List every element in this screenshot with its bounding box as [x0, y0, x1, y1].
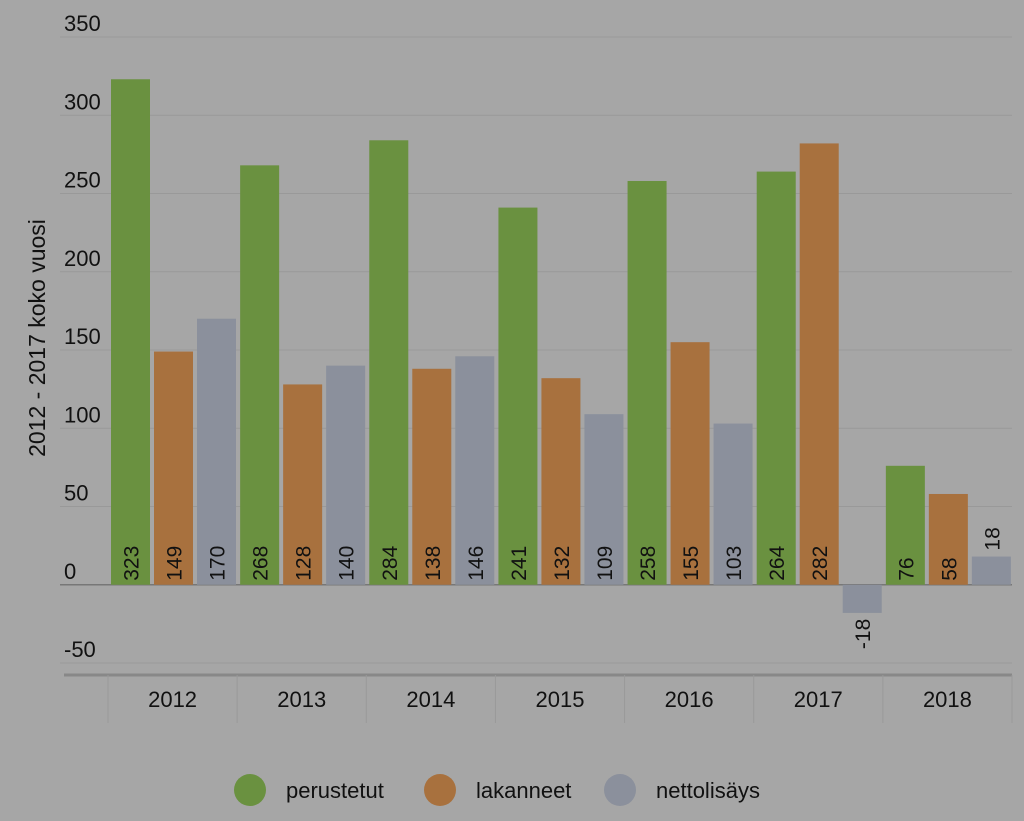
bar-perustetut-2015: [498, 207, 538, 585]
legend-swatch: [604, 774, 636, 806]
y-tick-label: 200: [64, 246, 101, 271]
y-tick-label: 300: [64, 89, 101, 114]
data-label: 76: [895, 557, 918, 580]
bar-perustetut-2014: [369, 140, 409, 585]
data-label: 109: [594, 546, 617, 581]
x-tick-label: 2013: [277, 687, 326, 712]
data-label: 258: [637, 546, 660, 581]
data-label: 241: [508, 546, 531, 581]
x-tick-label: 2016: [665, 687, 714, 712]
y-axis-ticks: 350 300 250 200 150 100 50 0 -50: [64, 11, 101, 662]
legend: perustetut lakanneet nettolisäys: [234, 774, 760, 806]
x-tick-label: 2014: [406, 687, 455, 712]
y-tick-label: 250: [64, 168, 101, 193]
bar-lakanneet-2017: [799, 143, 839, 585]
bar-lakanneet-2014: [412, 368, 452, 585]
y-tick-label: 350: [64, 11, 101, 36]
bar-nettolisäys-2017: [842, 584, 882, 613]
bar-nettolisäys-2013: [326, 365, 366, 585]
data-label: 138: [422, 546, 445, 581]
data-label: 264: [766, 545, 789, 580]
y-tick-label: 100: [64, 402, 101, 427]
bar-perustetut-2017: [756, 171, 796, 585]
data-label: 18: [981, 527, 1004, 550]
legend-item-lakanneet: lakanneet: [424, 774, 571, 806]
data-label: 128: [293, 546, 316, 581]
bar-lakanneet-2013: [283, 384, 323, 585]
data-label: 132: [551, 546, 574, 581]
data-labels: 323 149 170 268 128 140 284 138 146 241 132 109 258 1…: [121, 527, 1005, 649]
legend-label: perustetut: [286, 778, 384, 803]
data-label: 323: [121, 546, 144, 581]
x-tick-label: 2015: [536, 687, 585, 712]
bar-lakanneet-2012: [154, 351, 193, 585]
legend-item-perustetut: perustetut: [234, 774, 384, 806]
bar-lakanneet-2015: [541, 378, 581, 585]
bar-nettolisäys-2018: [971, 556, 1011, 585]
data-label: 155: [680, 546, 703, 581]
data-label: 149: [164, 546, 187, 581]
bars: [111, 79, 1011, 613]
bar-perustetut-2012: [111, 79, 150, 585]
bar-nettolisäys-2015: [584, 414, 624, 585]
legend-label: nettolisäys: [656, 778, 760, 803]
legend-item-nettolisäys: nettolisäys: [604, 774, 760, 806]
x-axis: 2012 2013 2014 2015 2016 2017 2018: [64, 673, 1013, 723]
bar-lakanneet-2016: [670, 342, 710, 585]
data-label: 58: [938, 557, 961, 580]
x-tick-label: 2018: [923, 687, 972, 712]
bar-perustetut-2013: [240, 165, 280, 585]
y-axis-title: 2012 - 2017 koko vuosi: [24, 219, 50, 457]
data-label: 268: [250, 546, 273, 581]
x-tick-label: 2017: [794, 687, 843, 712]
data-label: 146: [465, 546, 488, 581]
x-tick-label: 2012: [148, 687, 197, 712]
y-tick-label: 0: [64, 559, 76, 584]
data-label: 140: [336, 546, 359, 581]
legend-swatch: [424, 774, 456, 806]
legend-label: lakanneet: [476, 778, 571, 803]
data-label: 170: [207, 546, 230, 581]
bar-perustetut-2016: [627, 180, 667, 585]
y-tick-label: 150: [64, 324, 101, 349]
data-label: 103: [723, 546, 746, 581]
data-label: -18: [852, 619, 875, 649]
legend-swatch: [234, 774, 266, 806]
data-label: 282: [809, 546, 832, 581]
bar-lakanneet-2018: [928, 493, 968, 585]
y-tick-label: 50: [64, 481, 88, 506]
bar-nettolisäys-2014: [455, 356, 495, 585]
bar-nettolisäys-2016: [713, 423, 753, 585]
y-tick-label: -50: [64, 637, 96, 662]
data-label: 284: [379, 545, 402, 580]
bar-perustetut-2018: [885, 465, 925, 585]
bar-nettolisäys-2012: [197, 318, 236, 585]
